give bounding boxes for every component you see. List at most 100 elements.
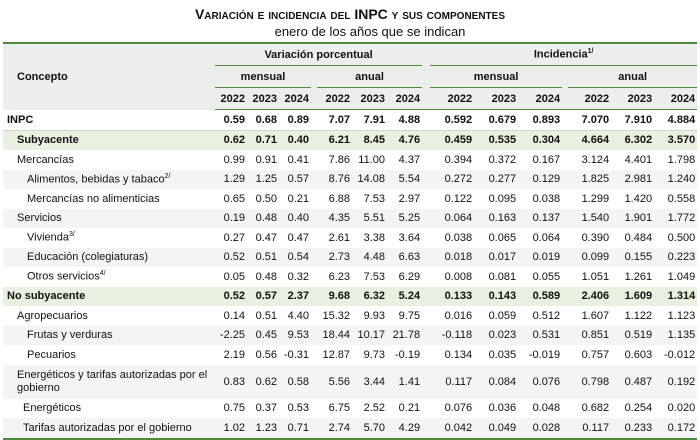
value-cell: 0.059 xyxy=(488,309,517,322)
subgroup-header: mensual xyxy=(215,65,311,88)
value-cell: 0.023 xyxy=(474,325,519,345)
header-row: mensual anual mensual anual xyxy=(3,65,698,88)
year-header: 2023 xyxy=(474,87,519,110)
value-cell: 0.254 xyxy=(624,402,653,415)
value-cell: 1.051 xyxy=(581,270,610,283)
value-cell: 0.459 xyxy=(430,130,475,150)
inpc-table: Concepto Variación porcentual Incidencia1/… xyxy=(3,42,698,440)
value-cell: 0.71 xyxy=(279,418,311,439)
value-cell: 0.65 xyxy=(223,192,245,205)
value-cell: 0.603 xyxy=(624,348,653,361)
value-cell: 0.68 xyxy=(247,109,279,131)
value-cell: 0.37 xyxy=(255,402,277,415)
year-header: 2024 xyxy=(518,87,563,110)
value-cell: 21.78 xyxy=(387,325,423,345)
value-cell: 3.38 xyxy=(363,231,385,244)
value-cell: 0.21 xyxy=(398,402,421,415)
year-header: 2023 xyxy=(247,87,279,110)
value-cell: 0.679 xyxy=(474,109,519,131)
value-cell: 0.798 xyxy=(568,364,612,399)
value-cell: 0.91 xyxy=(255,153,277,166)
value-cell: 0.038 xyxy=(532,192,561,205)
row-label-text: No subyacente xyxy=(7,290,86,303)
row-label: Agropecuarios xyxy=(3,306,215,326)
row-label-text: Educación (colegiaturas) xyxy=(27,251,149,264)
value-cell: 6.29 xyxy=(398,270,421,283)
value-cell: 0.484 xyxy=(624,231,653,244)
value-cell: 0.487 xyxy=(611,364,655,399)
gap-cell xyxy=(311,286,317,306)
value-cell: 9.75 xyxy=(398,309,421,322)
table-row: Energéticos y tarifas autorizadas por el… xyxy=(3,364,698,399)
table-row: Agropecuarios 0.14 0.51 4.40 15.32 9.93 9.75 0.… xyxy=(3,306,697,326)
value-cell: 0.076 xyxy=(518,364,563,399)
gap-cell xyxy=(562,418,569,439)
value-cell: 0.14 xyxy=(223,309,245,322)
value-cell: 0.41 xyxy=(287,153,309,166)
value-cell: 0.028 xyxy=(518,418,563,439)
value-cell: 4.35 xyxy=(317,208,352,228)
gap-cell xyxy=(422,286,431,306)
value-cell: 6.21 xyxy=(317,130,352,150)
value-cell: 6.302 xyxy=(611,130,655,150)
value-cell: 0.036 xyxy=(488,402,517,415)
gap-cell xyxy=(422,109,431,131)
year-header: 2022 xyxy=(430,87,475,110)
row-label: Frutas y verduras xyxy=(3,325,215,345)
value-cell: 0.137 xyxy=(518,208,563,228)
row-label-text: Energéticos y tarifas autorizadas por el… xyxy=(17,368,208,394)
value-cell: 0.035 xyxy=(488,348,517,361)
value-cell: 4.48 xyxy=(352,247,387,267)
value-cell: 0.48 xyxy=(255,270,277,283)
row-label-text: Servicios xyxy=(17,212,62,225)
group-label: Variación porcentual xyxy=(264,48,373,61)
row-label-text: Energéticos xyxy=(23,402,82,415)
row-label: Mercancías no alimenticias xyxy=(3,189,215,209)
value-cell: 0.62 xyxy=(215,130,247,150)
value-cell: 1.420 xyxy=(624,192,653,205)
gap-cell xyxy=(311,418,317,439)
value-cell: 0.57 xyxy=(279,169,311,189)
value-cell: 0.99 xyxy=(223,153,245,166)
value-cell: 0.133 xyxy=(430,286,475,306)
value-cell: 0.038 xyxy=(444,231,473,244)
value-cell: 0.32 xyxy=(287,270,309,283)
value-cell: 0.129 xyxy=(518,169,563,189)
concept-header: Concepto xyxy=(3,43,215,110)
value-cell: 4.29 xyxy=(387,418,423,439)
year-header: 2022 xyxy=(317,87,352,110)
row-label-text: Subyacente xyxy=(17,134,79,147)
gap-cell xyxy=(562,208,569,228)
value-cell: 2.19 xyxy=(223,348,245,361)
subgroup-header: mensual xyxy=(430,65,563,88)
year-header: 2023 xyxy=(352,87,387,110)
value-cell: 12.87 xyxy=(322,348,350,361)
value-cell: 0.27 xyxy=(223,231,245,244)
gap-cell xyxy=(311,325,317,345)
group-header: Incidencia1/ xyxy=(430,43,698,66)
value-cell: 0.83 xyxy=(215,364,247,399)
table-row: Servicios 0.19 0.48 0.40 4.35 5.51 5.25 0.064 0.… xyxy=(3,208,698,228)
value-cell: 2.74 xyxy=(317,418,352,439)
value-cell: 0.122 xyxy=(444,192,473,205)
value-cell: 0.394 xyxy=(444,153,473,166)
value-cell: 0.589 xyxy=(518,286,563,306)
value-cell: 0.064 xyxy=(430,208,475,228)
value-cell: 0.084 xyxy=(474,364,519,399)
value-cell: 5.70 xyxy=(352,418,387,439)
value-cell: 0.042 xyxy=(430,418,475,439)
gap-cell xyxy=(422,399,430,419)
row-label: Subyacente xyxy=(3,130,215,150)
value-cell: 0.055 xyxy=(532,270,561,283)
gap-cell xyxy=(422,267,430,287)
value-cell: 0.19 xyxy=(215,208,247,228)
value-cell: 0.134 xyxy=(444,348,473,361)
value-cell: 7.91 xyxy=(352,109,387,131)
value-cell: 0.500 xyxy=(667,231,696,244)
value-cell: 0.016 xyxy=(444,309,473,322)
value-cell: 7.910 xyxy=(611,109,655,131)
gap-cell xyxy=(311,130,317,150)
gap-cell xyxy=(311,109,317,131)
value-cell: 2.406 xyxy=(568,286,612,306)
value-cell: 0.020 xyxy=(667,402,696,415)
